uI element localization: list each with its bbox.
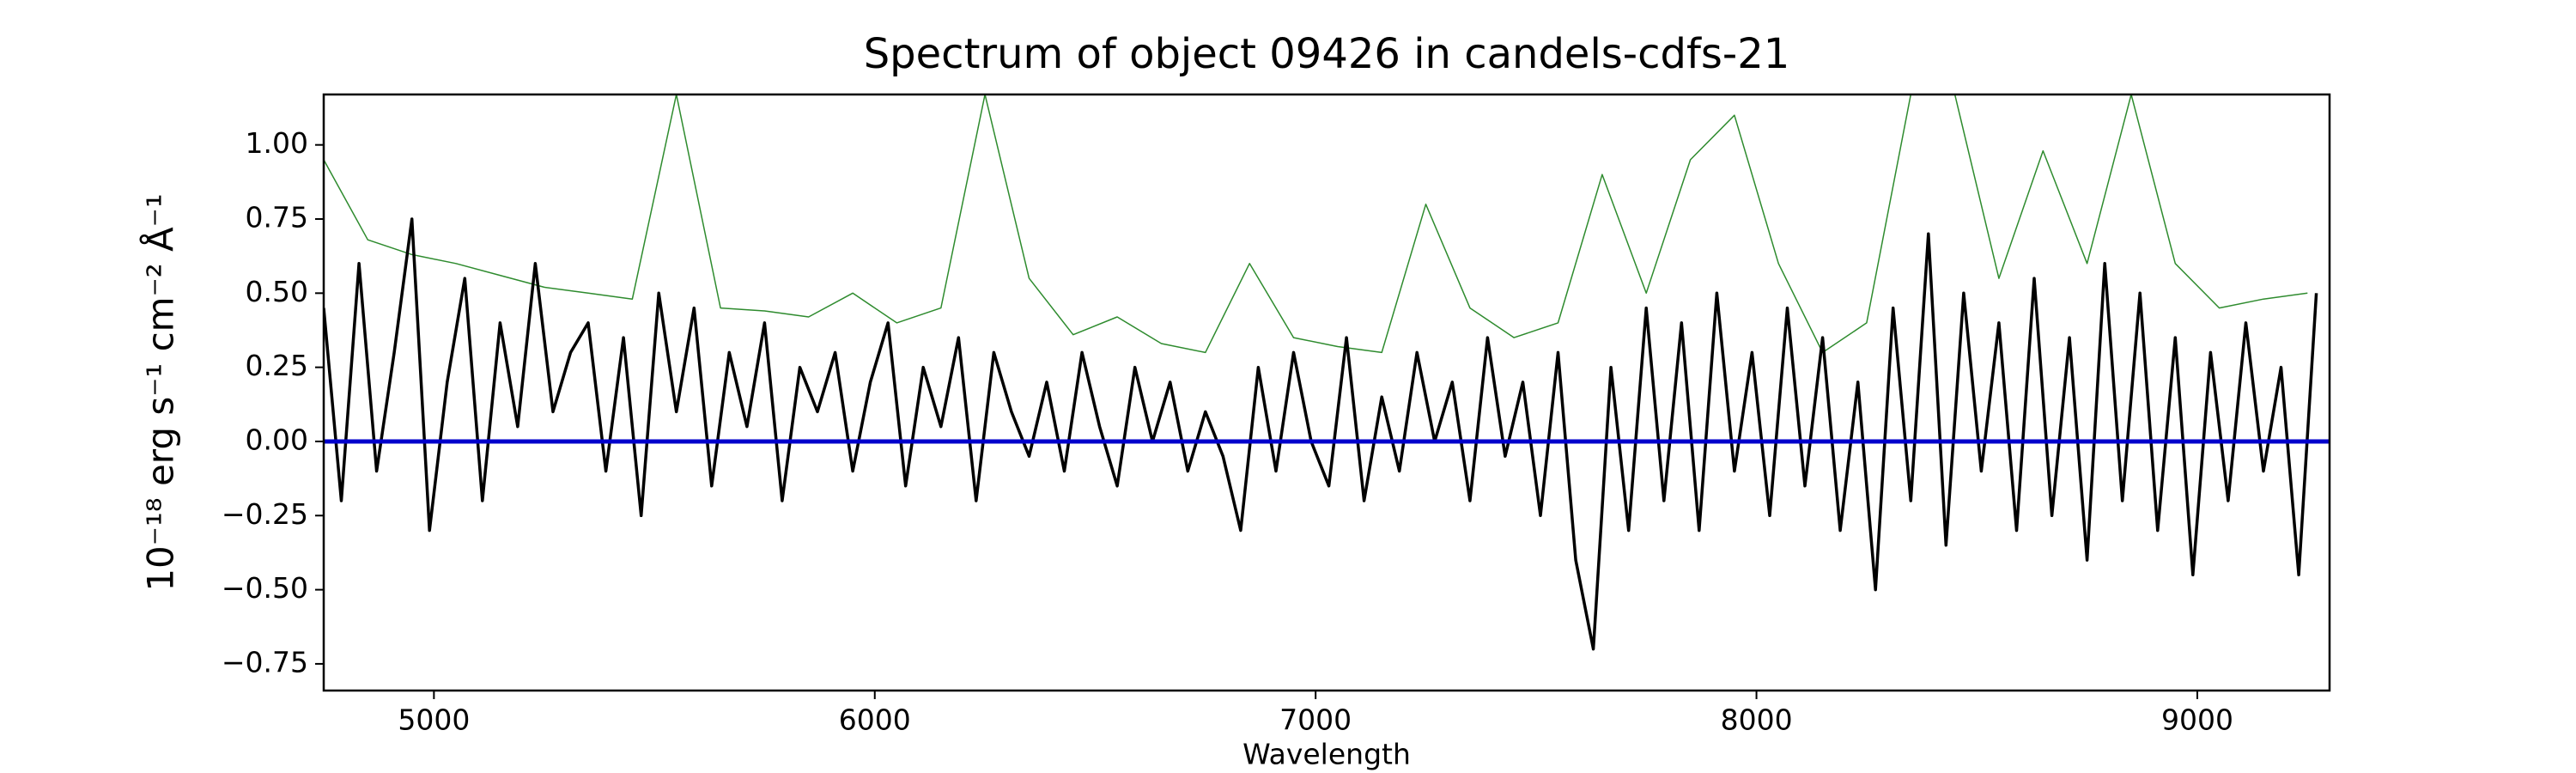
x-tick-label: 6000 — [839, 703, 911, 737]
x-tick-label: 7000 — [1279, 703, 1352, 737]
y-tick-label: 0.25 — [246, 349, 308, 382]
y-axis-label: 10⁻¹⁸ erg s⁻¹ cm⁻² Å⁻¹ — [139, 193, 182, 591]
y-tick-label: −0.25 — [222, 497, 308, 531]
y-tick-label: −0.75 — [222, 645, 308, 679]
y-tick-label: 0.00 — [246, 423, 308, 456]
spectrum-line — [324, 217, 2318, 651]
y-tick-label: −0.50 — [222, 571, 308, 605]
axes-frame — [322, 93, 2331, 692]
chart-title: Spectrum of object 09426 in candels-cdfs… — [864, 30, 1790, 78]
y-tick-label: 1.00 — [246, 126, 308, 160]
x-tick-label: 5000 — [398, 703, 470, 737]
x-tick-label: 9000 — [2161, 703, 2233, 737]
y-tick-label: 0.75 — [246, 201, 308, 234]
x-tick-label: 8000 — [1721, 703, 1793, 737]
plot-area — [324, 94, 2330, 651]
y-tick-label: 0.50 — [246, 275, 308, 308]
spectrum-line — [324, 94, 2308, 354]
x-axis-label: Wavelength — [1242, 738, 1411, 771]
